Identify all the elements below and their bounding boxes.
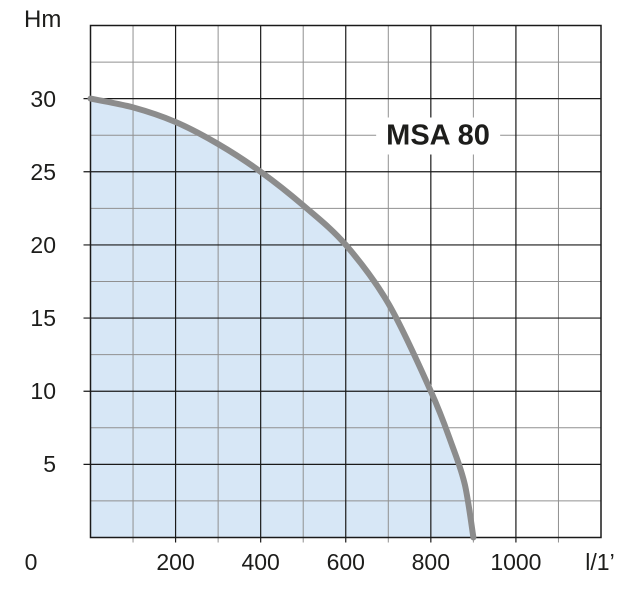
x-tick-label: 600 — [326, 549, 365, 575]
y-tick-label: 15 — [30, 305, 56, 332]
x-tick-label: 200 — [156, 549, 195, 575]
pump-curve — [87, 95, 477, 541]
y-axis-title: Hm — [24, 6, 62, 33]
x-axis-unit-label: l/1’ — [585, 549, 615, 575]
x-tick-label: 800 — [411, 549, 451, 575]
y-tick-label: 20 — [30, 231, 56, 258]
x-tick-label: 1000 — [490, 549, 542, 575]
plot-border — [89, 24, 602, 539]
y-tick-label: 30 — [30, 85, 56, 112]
y-tick-label: 10 — [30, 378, 56, 405]
chart-title: MSA 80 — [376, 117, 500, 155]
x-tick-label: 400 — [241, 549, 280, 575]
y-tick-label: 25 — [30, 158, 56, 185]
x-tick-label: 0 — [24, 549, 38, 575]
y-tick-label: 5 — [43, 451, 56, 478]
